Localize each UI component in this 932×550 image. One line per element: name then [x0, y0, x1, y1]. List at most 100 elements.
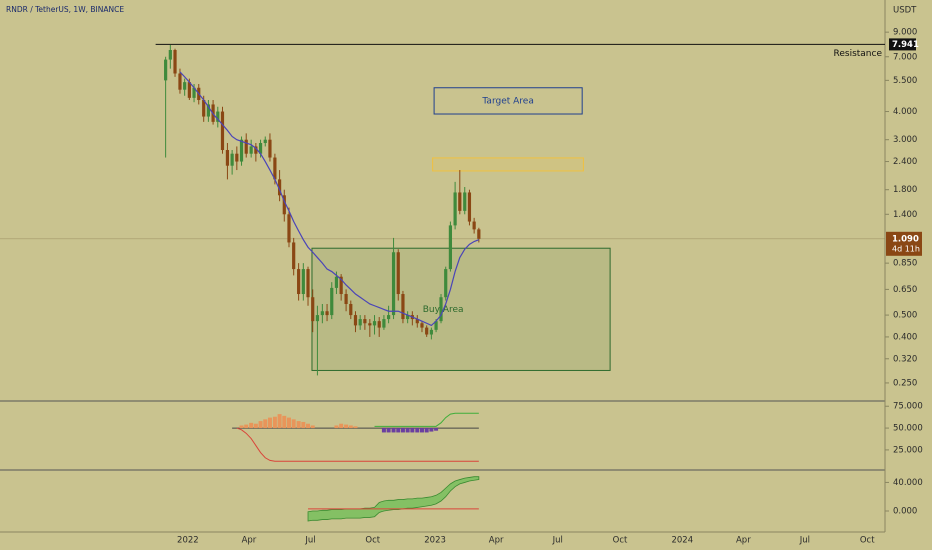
- y-tick-label: 9.000: [893, 28, 917, 38]
- histogram-bar: [296, 421, 301, 429]
- candle-body: [268, 139, 272, 158]
- candle-body: [287, 214, 291, 243]
- candle-body: [244, 139, 248, 154]
- resistance-label: Resistance: [834, 49, 883, 59]
- histogram-bar: [253, 423, 258, 429]
- y-tick-label: 0.250: [893, 378, 917, 388]
- candle-body: [387, 315, 391, 320]
- histogram-bar: [301, 421, 306, 429]
- candle-body: [444, 269, 448, 298]
- histogram-bar: [353, 426, 358, 429]
- candle-body: [477, 229, 481, 239]
- candle-body: [377, 321, 381, 328]
- histogram-bar: [282, 415, 287, 429]
- currency-label: USDT: [893, 6, 917, 16]
- candle-body: [258, 143, 263, 154]
- histogram-bar: [249, 422, 254, 429]
- y-tick-label: 40.000: [893, 478, 923, 488]
- x-tick-label: Jul: [799, 536, 810, 546]
- candle-body: [311, 297, 315, 322]
- y-tick-label: 0.650: [893, 285, 917, 295]
- x-tick-label: Oct: [365, 536, 380, 546]
- band-area: [307, 476, 480, 522]
- countdown-label: 4d 11h: [892, 244, 920, 253]
- candle-body: [192, 87, 196, 98]
- x-tick-label: Jul: [304, 536, 315, 546]
- candle-body: [301, 269, 305, 295]
- histogram-bar: [339, 423, 344, 429]
- candle-body: [401, 294, 405, 320]
- y-tick-label: 2.400: [893, 157, 917, 167]
- zone: [432, 157, 584, 172]
- candle-body: [344, 294, 348, 304]
- y-tick-label: 50.000: [893, 424, 923, 434]
- candle-body: [429, 329, 433, 335]
- candle-body: [448, 225, 453, 270]
- histogram-bar: [239, 425, 244, 429]
- x-tick-label: 2024: [671, 536, 693, 546]
- histogram-bar: [396, 428, 401, 433]
- candle-body: [254, 146, 258, 154]
- candle-body: [168, 50, 172, 60]
- candle-body: [239, 139, 244, 162]
- candle-body: [472, 221, 476, 230]
- x-tick-label: Apr: [736, 536, 751, 546]
- candle-body: [306, 269, 310, 298]
- y-tick-label: 0.500: [893, 311, 917, 321]
- candle-body: [230, 153, 234, 166]
- y-tick-label: 3.000: [893, 135, 917, 145]
- candle-body: [353, 315, 358, 326]
- candle-body: [325, 311, 329, 316]
- candle-body: [277, 179, 282, 196]
- moving-average: [179, 71, 480, 327]
- candle-body: [368, 323, 372, 326]
- zone-label: Target Area: [481, 96, 533, 106]
- candle-body: [339, 276, 343, 295]
- x-tick-label: Apr: [489, 536, 504, 546]
- candle-body: [216, 111, 220, 122]
- candle-body: [183, 82, 187, 90]
- histogram-bar: [277, 414, 282, 429]
- candle-body: [391, 252, 396, 316]
- candle-body: [320, 311, 324, 316]
- y-tick-label: 1.400: [893, 210, 917, 220]
- candle-body: [458, 192, 462, 211]
- candle-body: [315, 315, 320, 322]
- candle-body: [453, 192, 457, 226]
- histogram-bar: [405, 428, 410, 433]
- histogram-bar: [263, 419, 268, 429]
- candle-body: [187, 82, 191, 98]
- candle-body: [349, 303, 353, 316]
- histogram-bar: [334, 425, 339, 429]
- x-tick-label: Oct: [860, 536, 875, 546]
- histogram-bar: [386, 428, 391, 433]
- candle-body: [382, 319, 386, 328]
- histogram-bar: [410, 428, 415, 433]
- histogram-bar: [286, 417, 291, 429]
- candle-body: [363, 319, 367, 324]
- candle-body: [396, 252, 400, 295]
- histogram-bar: [344, 424, 349, 429]
- candle-body: [206, 104, 210, 117]
- candle-body: [249, 146, 253, 154]
- histogram-bar: [400, 428, 405, 433]
- histogram-bar: [381, 428, 386, 433]
- y-tick-label: 75.000: [893, 402, 923, 412]
- candle-body: [372, 321, 377, 326]
- last-price-label: 1.090: [892, 234, 919, 244]
- x-tick-label: Jul: [552, 536, 563, 546]
- candle-body: [330, 287, 334, 316]
- y-tick-label: 7.000: [893, 52, 917, 62]
- candle-body: [415, 319, 419, 324]
- histogram-bar: [415, 428, 420, 433]
- histogram-bar: [244, 424, 249, 429]
- y-tick-label: 1.800: [893, 185, 917, 195]
- candle-body: [425, 327, 429, 335]
- candle-body: [420, 323, 424, 328]
- resistance-tag: [889, 38, 916, 51]
- y-tick-label: 25.000: [893, 445, 923, 455]
- histogram-bar: [258, 421, 263, 429]
- candle-body: [282, 195, 286, 215]
